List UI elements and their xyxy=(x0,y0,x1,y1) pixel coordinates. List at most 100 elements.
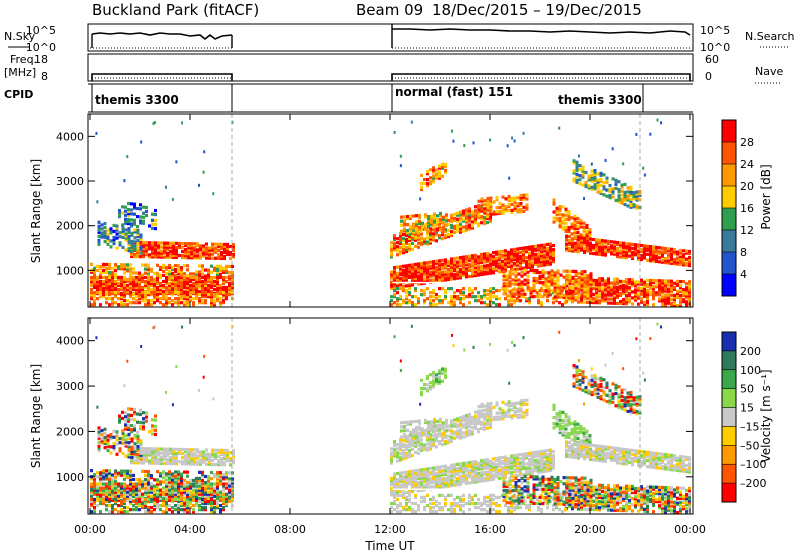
power-cell xyxy=(211,256,214,260)
power-cell xyxy=(504,255,507,259)
velocity-cell xyxy=(187,448,190,452)
power-cell xyxy=(165,291,168,295)
power-cell xyxy=(126,263,129,267)
power-cell xyxy=(540,303,543,307)
power-cell xyxy=(408,246,411,251)
power-cell xyxy=(112,237,116,242)
power-cell xyxy=(435,259,438,263)
power-cell xyxy=(427,215,430,219)
power-cell xyxy=(649,284,652,289)
power-cell xyxy=(111,303,114,307)
velocity-cell xyxy=(148,449,151,453)
power-cell xyxy=(444,227,447,232)
power-cell xyxy=(565,281,569,285)
power-cell xyxy=(619,249,622,253)
power-cell xyxy=(679,302,682,306)
power-cell xyxy=(508,294,512,298)
power-cell xyxy=(571,275,575,280)
velocity-cell xyxy=(447,482,450,486)
power-cell xyxy=(507,250,510,254)
power-cell xyxy=(204,291,207,295)
power-cell xyxy=(169,251,172,255)
velocity-cell xyxy=(471,468,474,472)
velocity-cell xyxy=(133,461,136,465)
velocity-cell xyxy=(184,460,187,464)
power-cell xyxy=(565,289,568,294)
velocity-cell xyxy=(172,451,175,456)
power-cell xyxy=(108,283,111,288)
power-cell xyxy=(195,283,198,288)
power-cell xyxy=(667,281,670,285)
power-cell xyxy=(601,299,604,303)
power-cell xyxy=(159,283,162,288)
power-cell xyxy=(588,234,592,238)
velocity-cell xyxy=(411,469,414,473)
velocity-cell xyxy=(181,452,184,456)
power-cell xyxy=(105,293,108,297)
power-cell xyxy=(189,293,192,297)
power-cell xyxy=(628,248,631,252)
power-cell xyxy=(426,267,429,271)
velocity-cell xyxy=(150,488,153,492)
power-cell xyxy=(688,282,691,286)
power-cell xyxy=(598,279,601,283)
power-cell xyxy=(195,297,198,301)
power-cell xyxy=(456,266,459,270)
power-cell xyxy=(196,254,199,258)
power-cell xyxy=(162,291,165,296)
velocity-cell xyxy=(136,412,139,416)
power-cell xyxy=(495,295,498,299)
power-cell xyxy=(679,296,682,300)
power-cell xyxy=(649,286,652,291)
power-cell xyxy=(508,274,512,278)
power-cell xyxy=(685,300,688,304)
power-cell xyxy=(430,216,433,220)
power-cell xyxy=(147,265,150,269)
velocity-cell xyxy=(414,473,417,477)
power-cell xyxy=(613,240,616,244)
power-cell xyxy=(538,276,542,281)
velocity-cell xyxy=(156,484,159,488)
power-cell xyxy=(163,249,166,253)
velocity-cell xyxy=(121,431,125,435)
power-cell xyxy=(550,273,554,277)
velocity-cell xyxy=(157,459,160,463)
power-cell xyxy=(180,275,183,280)
power-cell xyxy=(130,212,133,216)
power-cell xyxy=(616,301,619,306)
power-cell xyxy=(435,172,438,176)
power-cell xyxy=(108,266,111,271)
velocity-cell xyxy=(136,438,140,442)
power-cell xyxy=(396,275,399,279)
power-cell xyxy=(592,251,595,256)
power-cell xyxy=(598,295,601,299)
power-cell xyxy=(561,213,565,217)
power-cell xyxy=(580,286,584,290)
velocity-cell xyxy=(226,457,229,461)
velocity-cell xyxy=(130,461,133,465)
power-cell xyxy=(598,277,601,281)
power-cell xyxy=(205,256,208,260)
power-cell xyxy=(565,244,568,248)
power-cell xyxy=(682,263,685,267)
power-cell xyxy=(679,285,682,290)
velocity-cell xyxy=(90,488,93,492)
velocity-cell xyxy=(120,494,123,498)
velocity-cell xyxy=(228,499,231,504)
velocity-cell xyxy=(105,503,108,508)
power-cell xyxy=(489,293,492,297)
velocity-cell xyxy=(142,457,145,461)
power-cell xyxy=(667,279,670,283)
power-cell xyxy=(154,245,157,249)
power-cell xyxy=(577,294,581,298)
power-cell xyxy=(156,275,159,280)
power-cell xyxy=(480,258,483,263)
power-cell xyxy=(531,251,534,255)
velocity-cell xyxy=(105,477,108,481)
power-cell xyxy=(453,256,456,261)
power-cell xyxy=(480,301,483,305)
power-cell xyxy=(450,129,453,133)
velocity-cell xyxy=(228,494,231,498)
velocity-cell xyxy=(450,475,453,480)
